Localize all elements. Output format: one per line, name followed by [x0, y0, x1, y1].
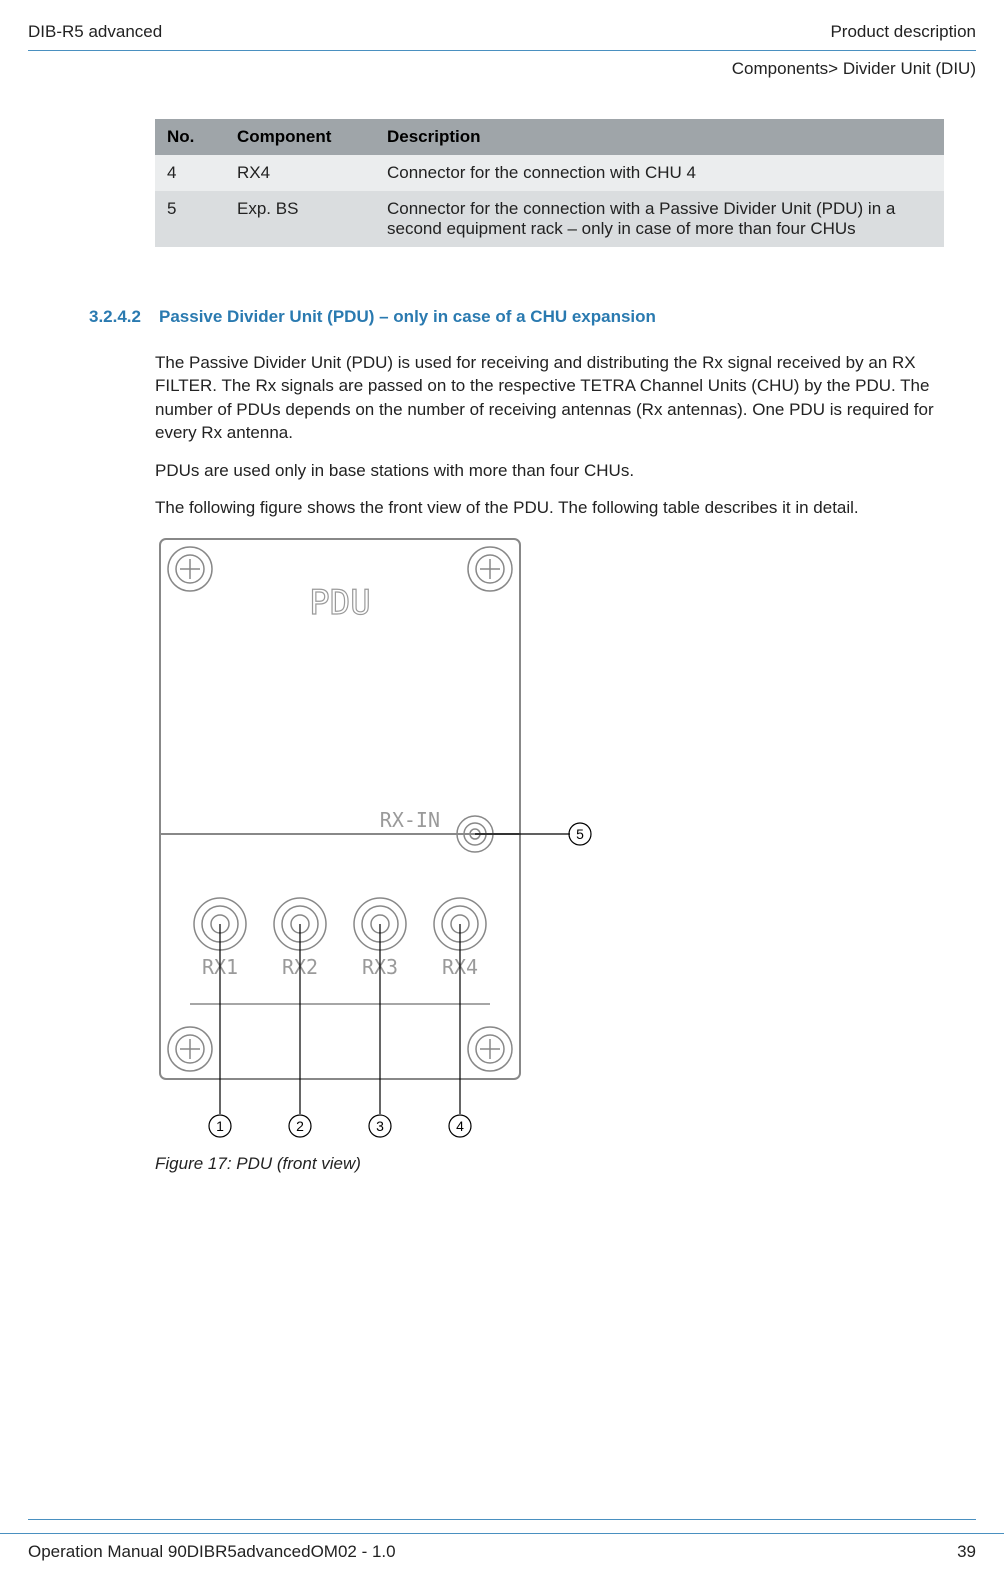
- screw-icon: [468, 1027, 512, 1071]
- footer-page-number: 39: [957, 1542, 976, 1562]
- table-header-component: Component: [225, 119, 375, 155]
- pdu-diagram: PDU RX-IN: [155, 534, 595, 1144]
- breadcrumb: Components> Divider Unit (DIU): [0, 51, 1004, 79]
- callout-5: 5: [576, 826, 584, 842]
- screw-icon: [168, 547, 212, 591]
- table-header-no: No.: [155, 119, 225, 155]
- header-right: Product description: [830, 22, 976, 42]
- table-header-description: Description: [375, 119, 944, 155]
- section-title: Passive Divider Unit (PDU) – only in cas…: [159, 307, 656, 327]
- cell-no: 5: [155, 191, 225, 247]
- callout-4: 4: [456, 1118, 464, 1134]
- paragraph: PDUs are used only in base stations with…: [155, 459, 944, 482]
- rxin-label: RX-IN: [380, 808, 440, 832]
- header-left: DIB-R5 advanced: [28, 22, 162, 42]
- figure-caption: Figure 17: PDU (front view): [155, 1154, 944, 1174]
- screw-icon: [168, 1027, 212, 1071]
- component-table: No. Component Description 4 RX4 Connecto…: [155, 119, 944, 247]
- cell-no: 4: [155, 155, 225, 191]
- footer-rule: [28, 1519, 976, 1520]
- cell-component: RX4: [225, 155, 375, 191]
- paragraph: The Passive Divider Unit (PDU) is used f…: [155, 351, 944, 445]
- pdu-title-label: PDU: [309, 583, 370, 623]
- figure: PDU RX-IN: [155, 534, 944, 1174]
- cell-component: Exp. BS: [225, 191, 375, 247]
- callout-3: 3: [376, 1118, 384, 1134]
- section-heading: 3.2.4.2 Passive Divider Unit (PDU) – onl…: [89, 307, 944, 327]
- screw-icon: [468, 547, 512, 591]
- section-number: 3.2.4.2: [89, 307, 141, 327]
- footer-left: Operation Manual 90DIBR5advancedOM02 - 1…: [28, 1542, 396, 1562]
- table-row: 5 Exp. BS Connector for the connection w…: [155, 191, 944, 247]
- callout-1: 1: [216, 1118, 224, 1134]
- callout-2: 2: [296, 1118, 304, 1134]
- table-row: 4 RX4 Connector for the connection with …: [155, 155, 944, 191]
- paragraph: The following figure shows the front vie…: [155, 496, 944, 519]
- cell-description: Connector for the connection with CHU 4: [375, 155, 944, 191]
- body-text: The Passive Divider Unit (PDU) is used f…: [155, 351, 944, 520]
- cell-description: Connector for the connection with a Pass…: [375, 191, 944, 247]
